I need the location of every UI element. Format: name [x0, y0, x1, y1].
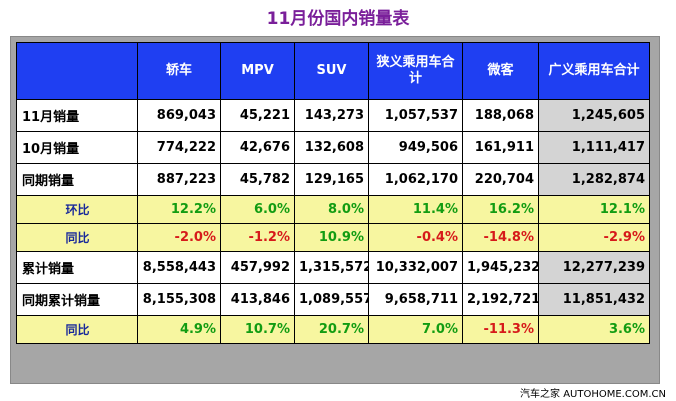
header-cell-broad-total: 广义乘用车合计 — [538, 42, 650, 100]
row-label: 同比 — [16, 315, 138, 344]
table-cell: -11.3% — [462, 315, 539, 344]
table-body: 11月销量 869,043 45,221 143,273 1,057,537 188,06… — [16, 99, 650, 344]
table-cell: 161,911 — [462, 131, 539, 164]
table-cell: 12.2% — [137, 195, 221, 224]
table-cell: 9,658,711 — [368, 283, 463, 316]
table-cell: -0.4% — [368, 223, 463, 252]
table-cell: 413,846 — [220, 283, 295, 316]
table-cell: 1,089,557 — [294, 283, 369, 316]
table-cell: -1.2% — [220, 223, 295, 252]
table-cell: 2,192,721 — [462, 283, 539, 316]
table-cell: 10.7% — [220, 315, 295, 344]
table-cell: 16.2% — [462, 195, 539, 224]
header-cell-suv: SUV — [294, 42, 369, 100]
table-cell: 3.6% — [538, 315, 650, 344]
table-cell: 12,277,239 — [538, 251, 650, 284]
page-title: 11月份国内销量表 — [266, 9, 410, 29]
header-cell — [16, 42, 138, 100]
table-cell: -2.9% — [538, 223, 650, 252]
table-cell: 4.9% — [137, 315, 221, 344]
table-cell: 949,506 — [368, 131, 463, 164]
table-cell: 1,282,874 — [538, 163, 650, 196]
table-cell: 129,165 — [294, 163, 369, 196]
header-cell-narrow-total: 狭义乘用车合计 — [368, 42, 463, 100]
table-cell: 188,068 — [462, 99, 539, 132]
watermark: 汽车之家 AUTOHOME.COM.CN — [520, 389, 666, 400]
table-cell: 20.7% — [294, 315, 369, 344]
table-cell: 11,851,432 — [538, 283, 650, 316]
table-cell: 10,332,007 — [368, 251, 463, 284]
table-cell: 12.1% — [538, 195, 650, 224]
row-label: 同期累计销量 — [16, 283, 138, 316]
table-row: 环比 12.2% 6.0% 8.0% 11.4% 16.2% 12.1% — [16, 195, 650, 224]
table-cell: 45,782 — [220, 163, 295, 196]
table-row: 同期销量 887,223 45,782 129,165 1,062,170 220,704… — [16, 163, 650, 196]
table-cell: 1,057,537 — [368, 99, 463, 132]
table-cell: 6.0% — [220, 195, 295, 224]
table-cell: 7.0% — [368, 315, 463, 344]
table-row: 11月销量 869,043 45,221 143,273 1,057,537 188,06… — [16, 99, 650, 132]
sales-table: 轿车 MPV SUV 狭义乘用车合计 微客 广义乘用车合计 11月销量 869,0… — [16, 42, 650, 344]
row-label: 累计销量 — [16, 251, 138, 284]
table-cell: 11.4% — [368, 195, 463, 224]
table-cell: 42,676 — [220, 131, 295, 164]
table-cell: 1,945,232 — [462, 251, 539, 284]
table-cell: 8.0% — [294, 195, 369, 224]
table-row: 累计销量 8,558,443 457,992 1,315,572 10,332,007 1… — [16, 251, 650, 284]
header-cell-sedan: 轿车 — [137, 42, 221, 100]
table-cell: 132,608 — [294, 131, 369, 164]
table-cell: -14.8% — [462, 223, 539, 252]
header-cell-mpv: MPV — [220, 42, 295, 100]
table-cell: 1,315,572 — [294, 251, 369, 284]
header-cell-microvan: 微客 — [462, 42, 539, 100]
table-cell: 8,155,308 — [137, 283, 221, 316]
table-cell: 1,111,417 — [538, 131, 650, 164]
row-label: 环比 — [16, 195, 138, 224]
table-cell: 887,223 — [137, 163, 221, 196]
row-label: 同比 — [16, 223, 138, 252]
row-label: 11月销量 — [16, 99, 138, 132]
table-row: 10月销量 774,222 42,676 132,608 949,506 161,911 1… — [16, 131, 650, 164]
table-row: 同比 -2.0% -1.2% 10.9% -0.4% -14.8% -2.9% — [16, 223, 650, 252]
table-cell: -2.0% — [137, 223, 221, 252]
row-label: 同期销量 — [16, 163, 138, 196]
table-cell: 774,222 — [137, 131, 221, 164]
table-cell: 869,043 — [137, 99, 221, 132]
table-cell: 1,062,170 — [368, 163, 463, 196]
table-cell: 220,704 — [462, 163, 539, 196]
table-cell: 45,221 — [220, 99, 295, 132]
table-cell: 1,245,605 — [538, 99, 650, 132]
table-cell: 143,273 — [294, 99, 369, 132]
table-cell: 10.9% — [294, 223, 369, 252]
row-label: 10月销量 — [16, 131, 138, 164]
table-row: 同期累计销量 8,155,308 413,846 1,089,557 9,658,711… — [16, 283, 650, 316]
table-cell: 8,558,443 — [137, 251, 221, 284]
table-row: 同比 4.9% 10.7% 20.7% 7.0% -11.3% 3.6% — [16, 315, 650, 344]
header-row: 轿车 MPV SUV 狭义乘用车合计 微客 广义乘用车合计 — [16, 42, 650, 100]
table-cell: 457,992 — [220, 251, 295, 284]
